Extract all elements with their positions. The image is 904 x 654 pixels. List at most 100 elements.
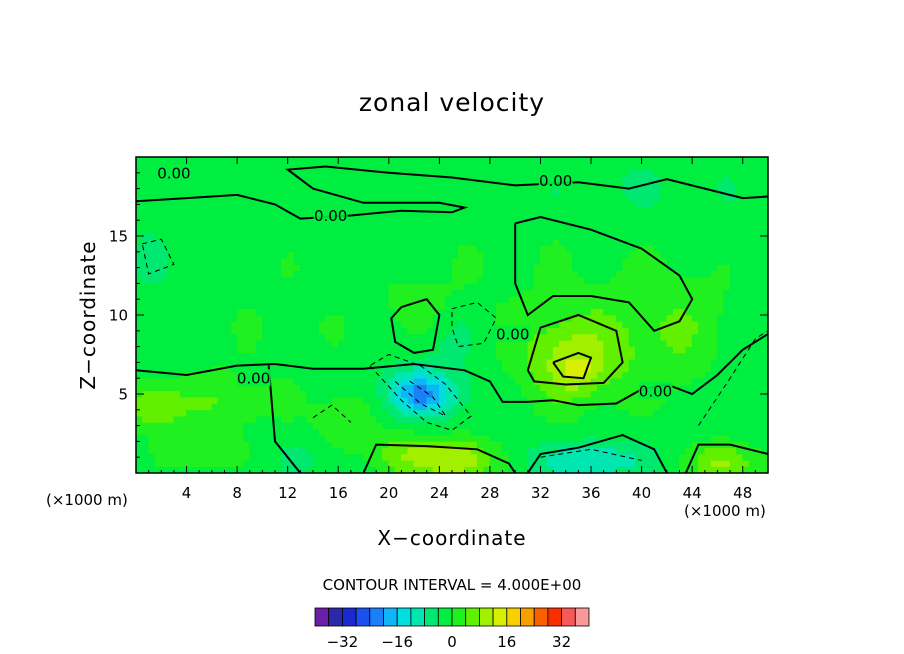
field-cell: [160, 352, 168, 360]
field-cell: [249, 289, 257, 297]
field-cell: [502, 308, 510, 316]
field-cell: [198, 314, 206, 322]
field-cell: [590, 157, 598, 164]
field-cell: [647, 396, 655, 404]
field-cell: [325, 339, 333, 347]
field-cell: [236, 207, 244, 215]
field-cell: [268, 188, 276, 196]
field-cell: [432, 200, 440, 208]
field-cell: [641, 289, 649, 297]
field-cell: [628, 175, 636, 183]
field-cell: [287, 358, 295, 366]
field-cell: [136, 219, 143, 227]
field-cell: [350, 403, 358, 411]
field-cell: [142, 314, 149, 322]
field-cell: [413, 384, 421, 392]
field-cell: [344, 264, 352, 272]
field-cell: [622, 409, 630, 417]
field-cell: [653, 441, 661, 449]
field-cell: [495, 314, 503, 322]
field-cell: [470, 396, 478, 404]
field-cell: [426, 213, 434, 221]
field-cell: [451, 194, 459, 202]
field-cell: [653, 251, 661, 259]
field-cell: [236, 308, 244, 316]
field-cell: [666, 226, 674, 234]
field-cell: [761, 415, 768, 423]
field-cell: [369, 289, 377, 297]
field-cell: [382, 245, 390, 253]
field-cell: [603, 339, 611, 347]
field-cell: [571, 207, 579, 215]
field-cell: [565, 441, 573, 449]
field-cell: [755, 207, 762, 215]
field-cell: [666, 270, 674, 278]
field-cell: [217, 245, 225, 253]
field-cell: [205, 219, 213, 227]
field-cell: [318, 390, 326, 398]
field-cell: [337, 346, 345, 354]
field-cell: [546, 207, 554, 215]
field-cell: [394, 181, 402, 189]
field-cell: [502, 238, 510, 246]
field-cell: [634, 428, 642, 436]
field-cell: [274, 409, 282, 417]
field-cell: [413, 434, 421, 442]
field-cell: [249, 213, 257, 221]
field-cell: [173, 232, 181, 240]
field-cell: [281, 232, 288, 240]
field-cell: [350, 175, 358, 183]
field-cell: [565, 384, 573, 392]
field-cell: [502, 441, 510, 449]
field-cell: [243, 327, 251, 335]
field-cell: [672, 390, 680, 398]
field-cell: [470, 226, 478, 234]
field-cell: [224, 460, 232, 467]
field-cell: [369, 238, 377, 246]
field-cell: [318, 447, 326, 455]
field-cell: [243, 434, 251, 442]
field-cell: [552, 314, 560, 322]
field-cell: [597, 441, 604, 449]
field-cell: [293, 441, 301, 449]
field-cell: [736, 169, 744, 177]
field-cell: [186, 460, 194, 467]
field-cell: [565, 200, 573, 208]
field-cell: [337, 232, 345, 240]
field-cell: [666, 352, 674, 360]
field-cell: [704, 213, 712, 221]
field-cell: [274, 302, 282, 309]
field-cell: [331, 289, 339, 297]
field-cell: [148, 181, 156, 189]
field-cell: [723, 251, 731, 259]
field-cell: [281, 163, 288, 170]
field-cell: [274, 219, 282, 227]
field-cell: [634, 283, 642, 291]
field-cell: [742, 213, 750, 221]
field-cell: [318, 226, 326, 234]
field-cell: [559, 434, 567, 442]
field-cell: [559, 377, 567, 385]
field-cell: [350, 289, 358, 297]
field-cell: [489, 352, 497, 360]
field-cell: [666, 219, 674, 227]
field-cell: [647, 314, 655, 322]
field-cell: [761, 403, 768, 411]
field-cell: [230, 453, 238, 461]
field-cell: [679, 371, 687, 379]
field-cell: [584, 466, 592, 473]
field-cell: [578, 251, 586, 259]
field-cell: [445, 396, 453, 404]
field-cell: [262, 327, 270, 335]
field-cell: [717, 409, 725, 417]
field-cell: [249, 321, 257, 328]
field-cell: [179, 460, 187, 467]
field-cell: [527, 283, 535, 291]
field-cell: [160, 157, 168, 164]
field-cell: [306, 453, 314, 461]
field-cell: [350, 314, 358, 322]
field-cell: [331, 175, 339, 183]
field-cell: [236, 428, 244, 436]
field-cell: [356, 238, 364, 246]
field-cell: [224, 283, 232, 291]
